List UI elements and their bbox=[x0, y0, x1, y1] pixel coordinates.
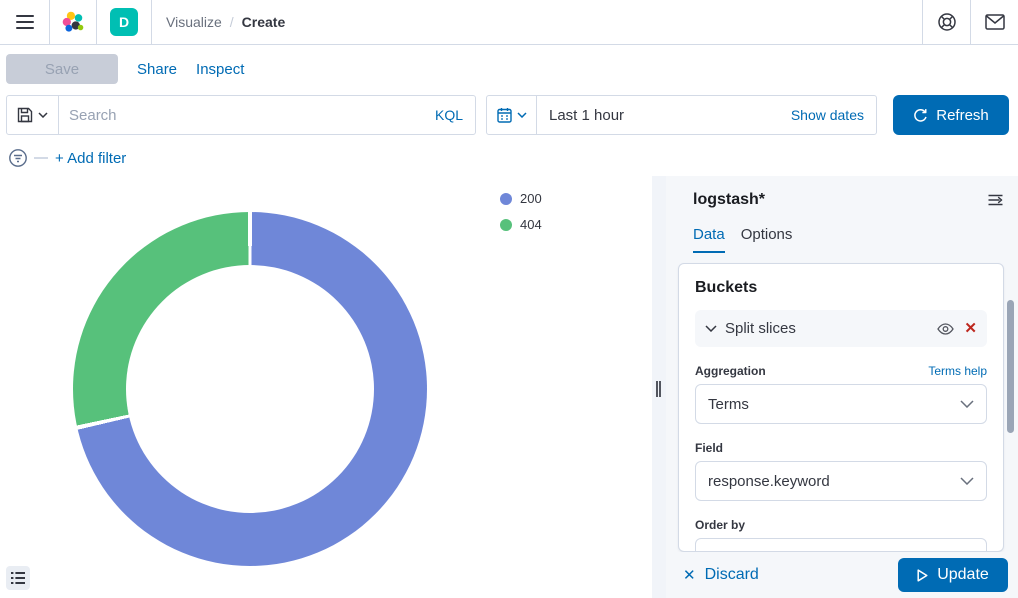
order-by-select[interactable]: Metric: Count bbox=[695, 538, 987, 552]
elastic-logo-icon bbox=[62, 11, 84, 33]
donut-chart[interactable] bbox=[73, 212, 427, 566]
bucket-actions: ✕ bbox=[937, 321, 977, 336]
hamburger-icon bbox=[15, 15, 34, 29]
top-header-bar: D Visualize / Create bbox=[0, 0, 1018, 45]
header-divider bbox=[96, 0, 97, 44]
saved-query-menu-button[interactable] bbox=[7, 96, 59, 134]
query-bar-row: KQL Last 1 hour Show dates bbox=[0, 95, 1018, 135]
quick-select-menu-button[interactable] bbox=[487, 96, 537, 134]
order-by-field-header: Order by bbox=[695, 518, 987, 532]
field-select-value: response.keyword bbox=[708, 472, 830, 490]
buckets-card: Buckets Split slices ✕ bbox=[678, 263, 1004, 552]
save-button[interactable]: Save bbox=[6, 54, 118, 84]
update-button[interactable]: Update bbox=[898, 558, 1008, 592]
split-slices-accordion[interactable]: Split slices ✕ bbox=[695, 310, 987, 347]
bucket-name-label: Split slices bbox=[725, 320, 796, 337]
toggle-visibility-eye-icon[interactable] bbox=[937, 322, 955, 335]
envelope-mail-icon bbox=[984, 14, 1005, 30]
filter-options-icon[interactable] bbox=[8, 148, 28, 168]
buckets-title: Buckets bbox=[695, 279, 758, 296]
discard-button-label: Discard bbox=[704, 566, 759, 583]
vis-editor-panel: logstash* Data Options Buckets Split sl bbox=[666, 176, 1018, 598]
visualization-chart-area: 200 404 bbox=[0, 176, 652, 598]
newsfeed-button[interactable] bbox=[971, 0, 1018, 44]
space-switcher[interactable]: D bbox=[97, 0, 151, 44]
order-by-select-value: Metric: Count bbox=[708, 550, 797, 552]
play-apply-icon bbox=[917, 568, 928, 582]
chart-legend: 200 404 bbox=[500, 191, 542, 232]
header-right-actions bbox=[922, 0, 1018, 44]
refresh-icon bbox=[913, 108, 928, 123]
discard-button[interactable]: ✕ Discard bbox=[683, 566, 759, 584]
list-legend-icon bbox=[11, 572, 25, 584]
breadcrumb: Visualize / Create bbox=[152, 0, 285, 44]
editor-tabs: Data Options bbox=[666, 226, 1018, 253]
tab-options[interactable]: Options bbox=[740, 226, 793, 243]
index-pattern-title: logstash* bbox=[693, 191, 766, 208]
editor-footer-bar: ✕ Discard Update bbox=[666, 552, 1018, 598]
breadcrumb-separator: / bbox=[229, 14, 234, 30]
elastic-home-button[interactable] bbox=[50, 0, 96, 44]
field-field-header: Field bbox=[695, 441, 987, 455]
breadcrumb-create: Create bbox=[241, 14, 286, 30]
panel-scrollbar-thumb[interactable] bbox=[1007, 300, 1014, 433]
lifebuoy-help-icon bbox=[937, 12, 957, 32]
save-query-floppy-icon bbox=[17, 107, 33, 123]
show-dates-button[interactable]: Show dates bbox=[790, 107, 864, 123]
menu-button[interactable] bbox=[0, 0, 49, 44]
chevron-down-icon bbox=[516, 112, 527, 118]
aggregation-label: Aggregation bbox=[695, 364, 766, 378]
tab-data[interactable]: Data bbox=[693, 226, 725, 253]
legend-label-200: 200 bbox=[520, 191, 542, 206]
filter-bar-dash bbox=[34, 157, 48, 159]
add-filter-button[interactable]: + Add filter bbox=[55, 149, 127, 167]
search-input[interactable] bbox=[59, 96, 435, 134]
legend-item-200[interactable]: 200 bbox=[500, 191, 542, 206]
share-button[interactable]: Share bbox=[137, 60, 178, 78]
legend-toggle-button[interactable] bbox=[6, 566, 30, 590]
time-range-value[interactable]: Last 1 hour bbox=[549, 106, 625, 124]
panel-resizer[interactable] bbox=[652, 176, 666, 598]
header-divider bbox=[970, 0, 971, 44]
help-menu-button[interactable] bbox=[923, 0, 970, 44]
inspect-button[interactable]: Inspect bbox=[196, 60, 245, 78]
resize-grip-icon bbox=[656, 381, 661, 397]
chevron-down-icon bbox=[960, 400, 974, 408]
aggregation-select-value: Terms bbox=[708, 395, 749, 413]
order-by-label: Order by bbox=[695, 518, 746, 532]
panel-header: logstash* bbox=[666, 176, 1018, 209]
query-language-button[interactable]: KQL bbox=[434, 107, 463, 123]
donut-chart-hole bbox=[126, 265, 374, 513]
filter-bar-row: + Add filter bbox=[0, 140, 1018, 176]
header-divider bbox=[151, 0, 152, 44]
date-picker-group: Last 1 hour Show dates bbox=[486, 95, 877, 135]
legend-dot-404 bbox=[500, 218, 512, 231]
chevron-down-icon bbox=[38, 112, 48, 118]
main-content: 200 404 bbox=[0, 176, 1018, 598]
discard-x-icon: ✕ bbox=[683, 567, 696, 584]
calendar-icon bbox=[496, 107, 512, 123]
space-avatar: D bbox=[110, 8, 138, 36]
remove-bucket-close-icon[interactable]: ✕ bbox=[964, 320, 977, 337]
refresh-button[interactable]: Refresh bbox=[893, 95, 1009, 135]
terms-help-link[interactable]: Terms help bbox=[928, 364, 987, 378]
collapse-panel-icon[interactable] bbox=[987, 192, 1004, 208]
field-label: Field bbox=[695, 441, 724, 455]
breadcrumb-visualize[interactable]: Visualize bbox=[166, 14, 222, 30]
visualize-actions-row: Save Share Inspect bbox=[0, 45, 1018, 93]
chevron-down-icon bbox=[960, 477, 974, 485]
refresh-button-label: Refresh bbox=[936, 106, 989, 124]
query-input-group: KQL bbox=[6, 95, 476, 135]
aggregation-field-header: Aggregation Terms help bbox=[695, 364, 987, 378]
header-divider bbox=[49, 0, 50, 44]
update-button-label: Update bbox=[937, 566, 989, 583]
legend-item-404[interactable]: 404 bbox=[500, 217, 542, 232]
aggregation-select[interactable]: Terms bbox=[695, 384, 987, 424]
header-divider bbox=[922, 0, 923, 44]
chevron-down-icon bbox=[705, 325, 717, 332]
field-select[interactable]: response.keyword bbox=[695, 461, 987, 501]
legend-dot-200 bbox=[500, 192, 512, 205]
legend-label-404: 404 bbox=[520, 217, 542, 232]
